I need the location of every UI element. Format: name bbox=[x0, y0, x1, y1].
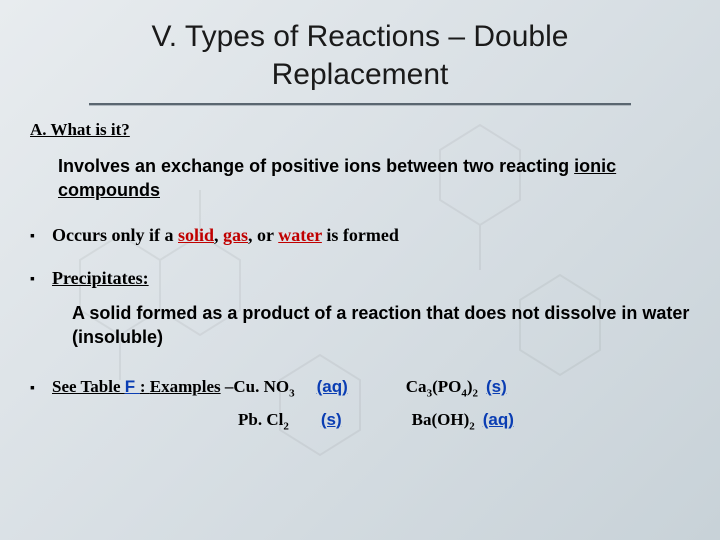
state-cuno3: (aq) bbox=[317, 377, 348, 397]
comma1: , bbox=[214, 225, 223, 245]
bullet-occurs: ▪ Occurs only if a solid, gas, or water … bbox=[30, 225, 690, 246]
bullet-icon: ▪ bbox=[30, 379, 42, 395]
see-table-text: See Table F : Examples – bbox=[52, 377, 233, 397]
state-capo4: (s) bbox=[486, 377, 507, 397]
precipitates-definition: A solid formed as a product of a reactio… bbox=[72, 301, 690, 350]
state-pbcl2: (s) bbox=[321, 410, 342, 430]
see-table-pre: See Table bbox=[52, 377, 125, 396]
intro-text: Involves an exchange of positive ions be… bbox=[58, 154, 690, 203]
section-a-heading: A. What is it? bbox=[30, 120, 690, 140]
compound-cuno3: Cu. NO3 bbox=[233, 377, 294, 399]
dash: – bbox=[221, 377, 234, 396]
word-water: water bbox=[278, 225, 322, 245]
table-letter-fill: F bbox=[125, 377, 140, 396]
slide-title: V. Types of Reactions – Double Replaceme… bbox=[30, 18, 690, 101]
colon: : bbox=[140, 377, 150, 396]
bullet-icon: ▪ bbox=[30, 227, 42, 243]
occurs-suffix: is formed bbox=[322, 225, 399, 245]
examples-row: ▪ See Table F : Examples – Cu. NO3 (aq) … bbox=[30, 377, 690, 432]
occurs-text: Occurs only if a solid, gas, or water is… bbox=[52, 225, 399, 246]
examples-word: Examples bbox=[150, 377, 221, 396]
compound-baoh2: Ba(OH)2 bbox=[412, 410, 475, 432]
word-gas: gas bbox=[223, 225, 248, 245]
bullet-icon: ▪ bbox=[30, 270, 42, 286]
comma2: , or bbox=[248, 225, 278, 245]
bullet-precipitates: ▪ Precipitates: bbox=[30, 268, 690, 289]
state-baoh2: (aq) bbox=[483, 410, 514, 430]
intro-prefix: Involves an exchange of positive ions be… bbox=[58, 156, 574, 176]
precipitates-label: Precipitates: bbox=[52, 268, 149, 289]
word-solid: solid bbox=[178, 225, 214, 245]
occurs-prefix: Occurs only if a bbox=[52, 225, 178, 245]
compound-capo4: Ca3(PO4)2 bbox=[406, 377, 478, 399]
compound-pbcl2: Pb. Cl2 bbox=[238, 410, 289, 432]
title-rule bbox=[89, 103, 630, 106]
